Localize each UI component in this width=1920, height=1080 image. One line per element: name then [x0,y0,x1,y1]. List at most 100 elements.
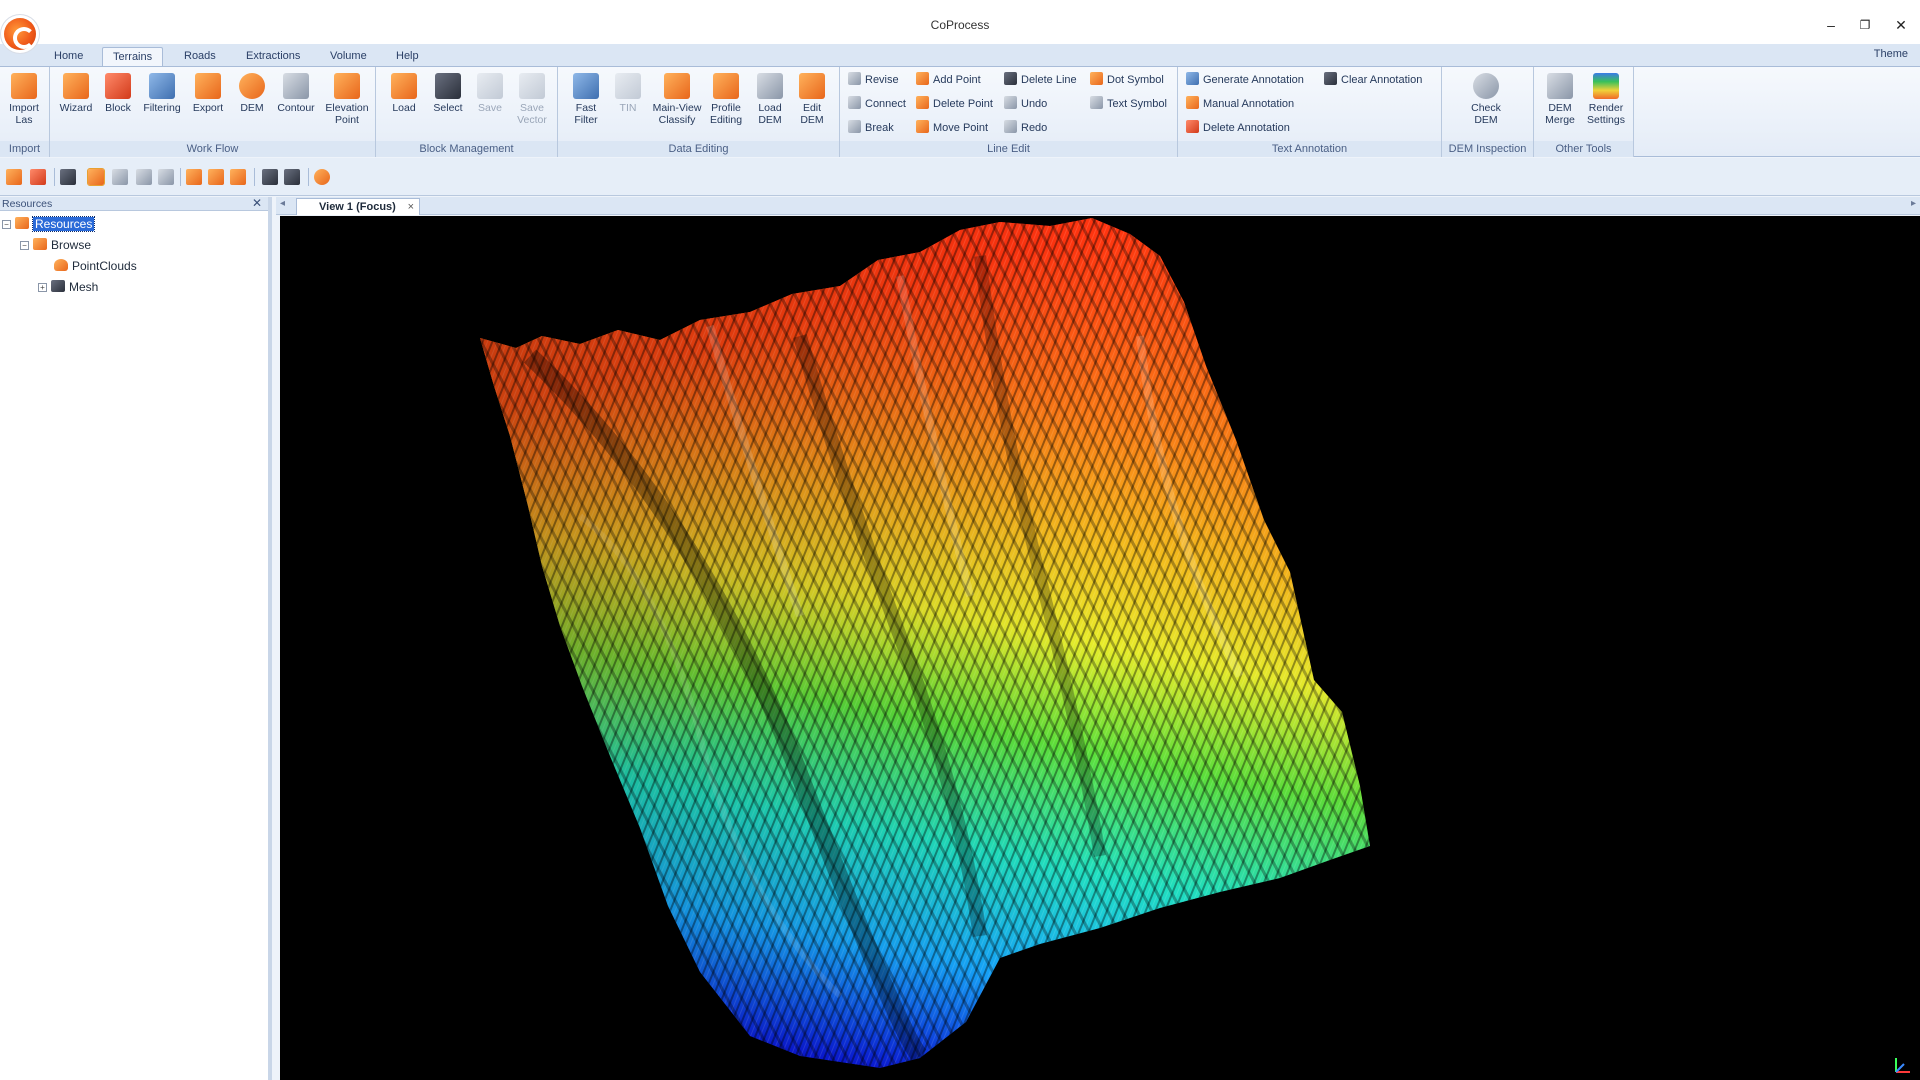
export-button[interactable]: Export [186,71,230,137]
render-icon[interactable] [314,169,330,185]
add-point-button[interactable]: Add Point [916,70,981,90]
undo-button[interactable]: Undo [1004,94,1047,114]
resources-panel: Resources ✕ − Resources − Browse PointClou… [0,196,272,1080]
load-button[interactable]: Load [382,71,426,137]
save-button[interactable]: Save [468,71,512,137]
filtering-button[interactable]: Filtering [140,71,184,137]
measure-icon[interactable] [262,169,278,185]
filtering-icon [149,73,175,99]
title-bar: CoProcess – ❐ ✕ [0,0,1920,50]
tab-scroll-right-icon[interactable]: ▸ [1910,198,1916,209]
close-button[interactable]: ✕ [1895,17,1907,33]
group-label-data-editing: Data Editing [558,141,839,157]
redo-button[interactable]: Redo [1004,118,1047,138]
move-point-button[interactable]: Move Point [916,118,988,138]
tab-extractions[interactable]: Extractions [246,50,301,62]
tab-help[interactable]: Help [396,50,419,62]
tree-collapse-icon[interactable]: − [20,241,29,250]
tab-close-icon[interactable]: × [407,201,414,213]
contour-button[interactable]: Contour [274,71,318,137]
load-dem-button[interactable]: Load DEM [748,71,792,137]
tab-scroll-left-icon[interactable]: ◂ [280,198,286,209]
pick-icon[interactable] [284,169,300,185]
tree-node-browse[interactable]: − Browse [20,235,91,255]
delete-point-button[interactable]: Delete Point [916,94,993,114]
tree-label-mesh[interactable]: Mesh [69,280,99,294]
layers-icon[interactable] [30,169,46,185]
tree-node-mesh[interactable]: + Mesh [38,277,98,297]
delete-line-button[interactable]: Delete Line [1004,70,1077,90]
minimize-button[interactable]: – [1827,17,1835,33]
tree-expand-icon[interactable]: + [38,283,47,292]
profile-editing-button[interactable]: Profile Editing [704,71,748,137]
elevation-point-button[interactable]: Elevation Point [322,71,372,137]
edit-dem-button[interactable]: Edit DEM [790,71,834,137]
browse-icon [33,238,47,250]
tree-label-browse[interactable]: Browse [51,238,92,252]
resources-panel-title: Resources [2,198,53,210]
manual-annotation-button[interactable]: Manual Annotation [1186,94,1294,114]
grid-icon[interactable] [158,169,174,185]
tree-node-pointclouds[interactable]: PointClouds [54,256,137,276]
add-point-icon [916,72,929,85]
text-symbol-button[interactable]: Text Symbol [1090,94,1167,114]
wizard-button[interactable]: Wizard [54,71,98,137]
dot-symbol-icon [1090,72,1103,85]
profile-icon[interactable] [112,169,128,185]
tin-button[interactable]: TIN [606,71,650,137]
quick-toolbar [0,158,1920,196]
tab-terrains[interactable]: Terrains [102,47,164,66]
save-vector-button[interactable]: Save Vector [510,71,554,137]
point-icon[interactable] [186,169,202,185]
connect-button[interactable]: Connect [848,94,906,114]
ground-icon[interactable] [208,169,224,185]
import-las-button[interactable]: Import Las [2,71,46,137]
tree-label-pointclouds[interactable]: PointClouds [72,259,137,273]
open-icon[interactable] [6,169,22,185]
revise-button[interactable]: Revise [848,70,899,90]
terrain-render[interactable] [280,216,1920,1080]
ribbon: Import Las Import Wizard Block Filtering… [0,66,1920,157]
dot-symbol-button[interactable]: Dot Symbol [1090,70,1164,90]
group-label-text-annotation: Text Annotation [1178,141,1441,157]
tab-roads[interactable]: Roads [184,50,216,62]
save-vector-icon [519,73,545,99]
check-dem-icon [1473,73,1499,99]
select-button[interactable]: Select [426,71,470,137]
box-icon[interactable] [230,169,246,185]
delete-annotation-button[interactable]: Delete Annotation [1186,118,1290,138]
tab-home[interactable]: Home [54,50,84,62]
group-label-other-tools: Other Tools [1534,141,1633,157]
dem-merge-button[interactable]: DEM Merge [1538,71,1582,137]
break-button[interactable]: Break [848,118,894,138]
classify-icon [664,73,690,99]
resources-panel-header: Resources ✕ [0,196,268,211]
check-dem-button[interactable]: Check DEM [1464,71,1508,137]
section-icon[interactable] [136,169,152,185]
resources-icon [15,217,29,229]
revise-icon [848,72,861,85]
generate-annotation-button[interactable]: Generate Annotation [1186,70,1304,90]
tree-collapse-icon[interactable]: − [2,220,11,229]
tab-volume[interactable]: Volume [330,50,367,62]
clear-annotation-button[interactable]: Clear Annotation [1324,70,1422,90]
resources-panel-close-icon[interactable]: ✕ [251,196,262,210]
save-icon [477,73,503,99]
group-workflow: Wizard Block Filtering Export DEM Contou… [50,67,376,157]
fit-extent-icon[interactable] [60,169,76,185]
main-view-classify-button[interactable]: Main-View Classify [648,71,706,137]
render-settings-button[interactable]: Render Settings [1584,71,1628,137]
elevation-icon[interactable] [87,168,105,186]
theme-menu[interactable]: Theme [1873,48,1908,60]
tree-label-resources[interactable]: Resources [31,216,96,232]
3d-viewport[interactable] [280,216,1920,1080]
restore-button[interactable]: ❐ [1859,18,1871,32]
dem-button[interactable]: DEM [230,71,274,137]
block-icon [105,73,131,99]
tab-view-1[interactable]: View 1 (Focus) × [296,198,420,215]
tree-node-resources[interactable]: − Resources [2,214,96,234]
app-logo-icon[interactable] [4,18,36,50]
dem-merge-icon [1547,73,1573,99]
block-button[interactable]: Block [96,71,140,137]
fast-filter-button[interactable]: Fast Filter [564,71,608,137]
